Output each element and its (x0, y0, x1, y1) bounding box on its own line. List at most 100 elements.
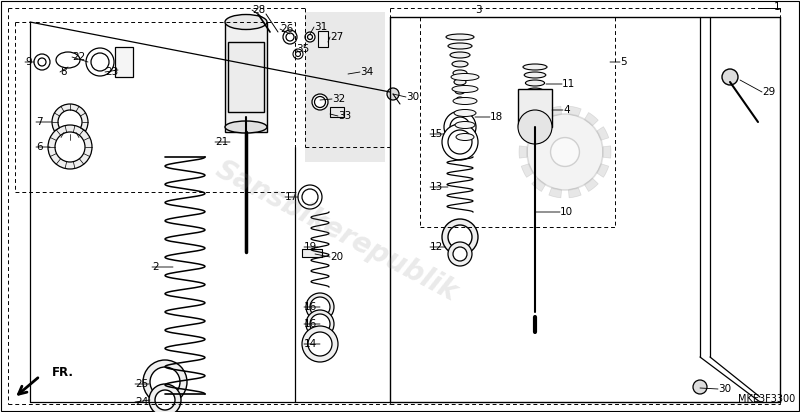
Circle shape (305, 32, 315, 42)
Bar (318, 31, 328, 47)
Circle shape (312, 94, 328, 110)
Text: 21: 21 (215, 137, 228, 147)
Circle shape (58, 110, 82, 134)
Bar (228, 42, 264, 112)
Circle shape (307, 35, 313, 40)
Text: 16: 16 (304, 319, 318, 329)
Text: 2: 2 (152, 262, 158, 272)
Bar (330, 107, 344, 117)
Text: 25: 25 (135, 379, 148, 389)
Text: 17: 17 (285, 192, 298, 202)
Circle shape (693, 380, 707, 394)
Circle shape (34, 54, 50, 70)
Ellipse shape (526, 88, 543, 94)
Text: 29: 29 (762, 87, 775, 97)
Circle shape (518, 110, 552, 144)
Circle shape (155, 390, 175, 410)
Polygon shape (522, 164, 534, 177)
Circle shape (442, 124, 478, 160)
Text: FR.: FR. (52, 365, 74, 379)
Circle shape (302, 326, 338, 362)
Circle shape (527, 114, 603, 190)
Ellipse shape (454, 79, 466, 85)
Ellipse shape (450, 52, 470, 58)
Circle shape (314, 96, 326, 108)
Ellipse shape (453, 98, 477, 105)
Circle shape (302, 189, 318, 205)
Circle shape (306, 293, 334, 321)
Circle shape (283, 30, 297, 44)
Polygon shape (585, 112, 598, 126)
Circle shape (293, 49, 303, 59)
Text: 12: 12 (430, 242, 443, 252)
Polygon shape (597, 164, 609, 177)
Polygon shape (585, 178, 598, 192)
Text: 20: 20 (330, 252, 343, 262)
Polygon shape (549, 106, 562, 117)
Circle shape (387, 88, 399, 100)
Bar (518, 89, 552, 127)
Circle shape (308, 332, 332, 356)
Text: 18: 18 (490, 112, 503, 122)
Circle shape (143, 360, 187, 404)
Ellipse shape (448, 43, 472, 49)
Polygon shape (569, 106, 581, 117)
Circle shape (310, 314, 330, 334)
Text: 28: 28 (252, 5, 266, 15)
Text: 27: 27 (330, 32, 343, 42)
Circle shape (448, 130, 472, 154)
Circle shape (55, 132, 85, 162)
Circle shape (442, 219, 478, 255)
Circle shape (722, 69, 738, 85)
Circle shape (149, 384, 181, 412)
Polygon shape (532, 178, 546, 192)
Text: 24: 24 (135, 397, 148, 407)
Text: 30: 30 (406, 92, 419, 102)
Circle shape (298, 185, 322, 209)
Text: 30: 30 (718, 384, 731, 394)
Text: 5: 5 (620, 57, 626, 67)
Polygon shape (519, 146, 527, 158)
Circle shape (450, 117, 470, 137)
Text: 9: 9 (25, 57, 32, 67)
Ellipse shape (524, 72, 546, 78)
Ellipse shape (523, 64, 547, 70)
Circle shape (448, 225, 472, 249)
Circle shape (550, 138, 579, 166)
Polygon shape (602, 146, 611, 158)
Circle shape (150, 367, 180, 397)
Ellipse shape (454, 110, 476, 117)
Circle shape (444, 111, 476, 143)
Text: 23: 23 (105, 67, 118, 77)
Ellipse shape (455, 88, 465, 94)
Ellipse shape (526, 80, 545, 86)
Ellipse shape (452, 86, 478, 93)
Text: 26: 26 (280, 24, 294, 34)
Text: 13: 13 (430, 182, 443, 192)
Text: 33: 33 (338, 111, 351, 121)
Polygon shape (532, 112, 546, 126)
Circle shape (310, 297, 330, 317)
Ellipse shape (528, 96, 542, 102)
Ellipse shape (56, 52, 80, 68)
Text: 10: 10 (560, 207, 573, 217)
Text: 1: 1 (774, 2, 780, 12)
Bar (302, 249, 322, 257)
Polygon shape (569, 187, 581, 198)
Polygon shape (522, 126, 534, 140)
Text: 6: 6 (36, 142, 42, 152)
Ellipse shape (456, 133, 474, 140)
Bar (115, 47, 133, 77)
Ellipse shape (451, 73, 479, 80)
Ellipse shape (453, 70, 467, 76)
Text: MKE3F3300: MKE3F3300 (738, 394, 795, 404)
Bar (225, 22, 267, 132)
Text: 8: 8 (60, 67, 66, 77)
Text: 32: 32 (332, 94, 346, 104)
Text: 31: 31 (314, 22, 327, 32)
Circle shape (286, 33, 294, 41)
Ellipse shape (225, 14, 267, 30)
Text: 34: 34 (360, 67, 374, 77)
Circle shape (86, 48, 114, 76)
Circle shape (453, 247, 467, 261)
